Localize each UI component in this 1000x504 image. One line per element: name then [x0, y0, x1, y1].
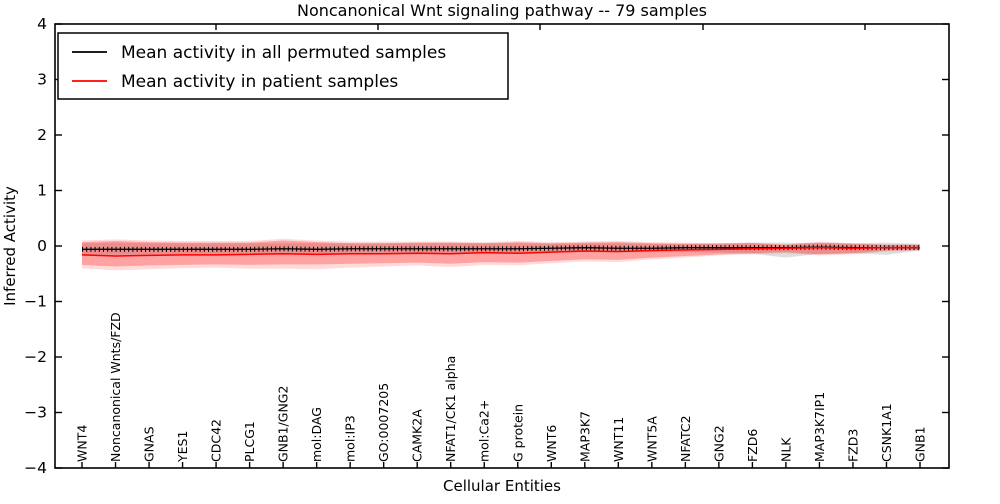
category-label: NFAT1/CK1 alpha: [443, 356, 458, 462]
category-label: YES1: [175, 431, 190, 463]
legend-patient-label: Mean activity in patient samples: [121, 72, 398, 92]
category-label: GNAS: [142, 426, 157, 462]
category-label: WNT6: [544, 425, 559, 462]
category-label: MAP3K7: [577, 411, 592, 462]
category-label: CSNK1A1: [879, 403, 894, 462]
y-tick-label: −3: [24, 404, 47, 422]
category-label: G protein: [510, 404, 525, 462]
legend-permuted-label: Mean activity in all permuted samples: [121, 43, 446, 63]
y-tick-label: 0: [37, 237, 47, 255]
y-tick-label: 2: [37, 126, 47, 144]
category-label: FZD6: [745, 429, 760, 462]
plot-layer: [81, 238, 920, 271]
x-axis-label: Cellular Entities: [443, 477, 561, 495]
y-tick-label: 1: [37, 182, 47, 200]
y-axis-label: Inferred Activity: [1, 186, 19, 306]
category-label: WNT5A: [644, 416, 659, 462]
category-label: NLK: [778, 437, 793, 462]
category-label: GNB1: [913, 426, 928, 462]
category-label: GO:0007205: [376, 383, 391, 462]
category-label: FZD3: [845, 429, 860, 462]
y-tick-label: −1: [24, 293, 47, 311]
category-label: GNG2: [711, 425, 726, 462]
y-tick-label: 4: [37, 15, 47, 33]
category-label: WNT4: [75, 425, 90, 462]
category-label: mol:IP3: [343, 415, 358, 462]
y-tick-label: −2: [24, 348, 47, 366]
category-label: GNB1/GNG2: [276, 386, 291, 462]
category-label: MAP3K7IP1: [812, 392, 827, 462]
category-label: CAMK2A: [410, 409, 425, 462]
patient-mean-line: [81, 246, 920, 257]
category-label: WNT11: [611, 417, 626, 462]
y-tick-label: −4: [24, 459, 47, 477]
category-label: mol:DAG: [309, 407, 324, 462]
category-label: PLCG1: [242, 421, 257, 462]
category-label: Noncanonical Wnts/FZD: [108, 312, 123, 462]
category-label: mol:Ca2+: [477, 400, 492, 462]
patient-samples-std-outer-band: [82, 238, 920, 271]
ticks-layer: 4 3 2 1 0 −1 −2 −3 −4 WNT4 Noncanonical Wnts/FZD GN…: [24, 15, 949, 477]
y-tick-label: 3: [37, 71, 47, 89]
chart-title: Noncanonical Wnt signaling pathway -- 79…: [297, 1, 707, 20]
legend: Mean activity in all permuted samples Me…: [57, 32, 509, 100]
legend-box: [57, 32, 509, 100]
category-label: CDC42: [209, 419, 224, 462]
category-label: NFATC2: [678, 415, 693, 462]
